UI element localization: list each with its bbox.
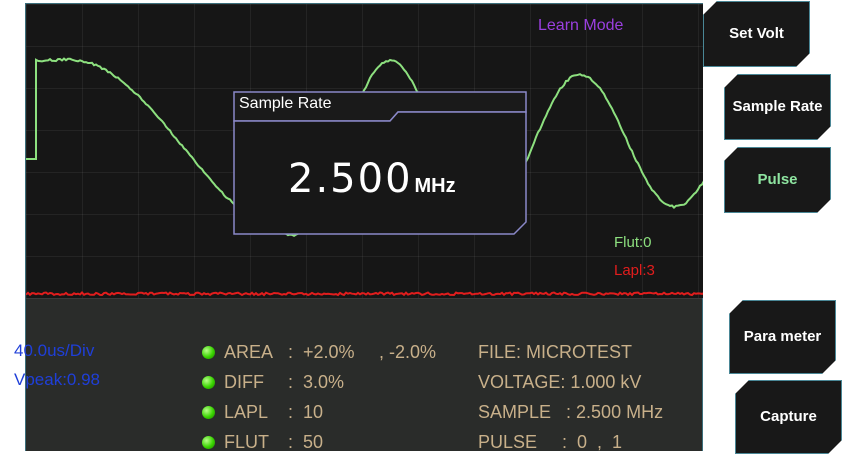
parameter-button[interactable]: Para meter [729, 300, 836, 374]
led-indicator [202, 346, 215, 359]
param-value: +2.0% [303, 342, 355, 363]
mode-indicator: Learn Mode [538, 17, 623, 35]
sample-readout: SAMPLE : 2.500 MHz [478, 402, 663, 423]
vpeak-readout: Vpeak:0.98 [14, 370, 100, 390]
param-label: FLUT [224, 432, 269, 453]
param-sep: : [288, 342, 293, 363]
param-label: DIFF [224, 372, 264, 393]
led-indicator [202, 436, 215, 449]
dialog-title: Sample Rate [239, 95, 332, 113]
pulse-readout: PULSE : 0 , 1 [478, 432, 622, 453]
led-indicator [202, 406, 215, 419]
param-value: 3.0% [303, 372, 344, 393]
led-indicator [202, 376, 215, 389]
param-sep: : [288, 402, 293, 423]
pulse-button[interactable]: Pulse [724, 147, 831, 213]
sample-rate-button[interactable]: Sample Rate [724, 74, 831, 140]
sample-rate-dialog: Sample Rate 2.500 MHz [232, 90, 532, 235]
param-value: 50 [303, 432, 323, 453]
timebase-readout: 40.0us/Div [14, 341, 94, 361]
lapl-count-label: Lapl:3 [614, 262, 655, 279]
flut-count-label: Flut:0 [614, 234, 652, 251]
set-volt-button[interactable]: Set Volt [703, 1, 810, 67]
sample-rate-number: 2.500 [288, 156, 413, 202]
param-sep: : [288, 372, 293, 393]
softkey-sidebar: Set Volt Sample Rate Pulse Para meter Ca… [703, 0, 842, 456]
sample-rate-unit: MHz [415, 175, 456, 197]
noise-trace [26, 293, 704, 296]
oscilloscope-screen: Learn Mode Flut:0 Lapl:3 Sample Rate 2.5… [25, 3, 703, 451]
param-sep: : [288, 432, 293, 453]
sample-rate-value: 2.500 MHz [288, 156, 456, 202]
param-label: AREA [224, 342, 273, 363]
status-panel: 40.0us/Div Vpeak:0.98 AREA : +2.0% , -2.… [26, 298, 702, 451]
param-value-2: , -2.0% [379, 342, 436, 363]
file-readout: FILE: MICROTEST [478, 342, 632, 363]
param-value: 10 [303, 402, 323, 423]
capture-button[interactable]: Capture [735, 380, 842, 454]
param-label: LAPL [224, 402, 268, 423]
voltage-readout: VOLTAGE: 1.000 kV [478, 372, 641, 393]
waveform-display: Learn Mode Flut:0 Lapl:3 Sample Rate 2.5… [26, 4, 704, 298]
